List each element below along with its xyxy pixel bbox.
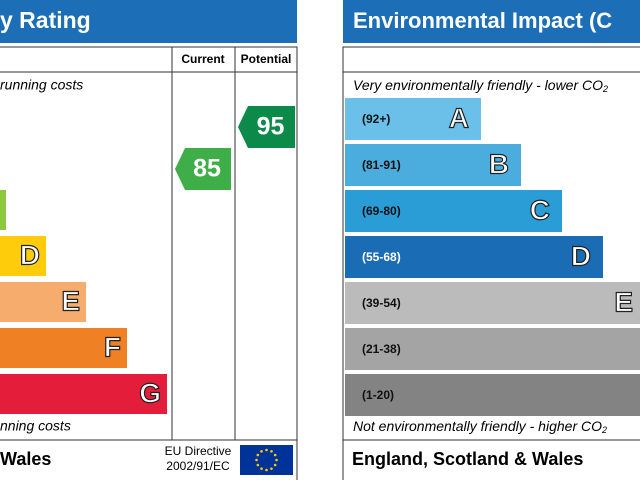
bottom-note: nning costs	[0, 418, 71, 434]
band	[345, 328, 640, 370]
left-header	[0, 0, 297, 43]
right-top-note-text: Very environmentally friendly - lower CO	[353, 77, 603, 93]
band	[0, 328, 127, 368]
eu-star	[270, 450, 273, 453]
eu-star	[260, 450, 263, 453]
band-letter: E	[61, 285, 80, 316]
band-letter: C	[530, 194, 550, 225]
potential-arrow	[238, 106, 295, 148]
band-range: (92+)	[362, 112, 390, 126]
band-letter: D	[571, 240, 591, 271]
band-range: (81-91)	[362, 158, 401, 172]
eu-star	[265, 468, 268, 472]
right-title: Environmental Impact (C	[353, 8, 612, 33]
band	[345, 236, 603, 278]
eu-star	[270, 467, 273, 470]
band-range: (21-38)	[362, 342, 401, 356]
potential-value: 95	[257, 113, 285, 141]
right-footer	[342, 439, 640, 480]
col-potential: Potential	[241, 52, 292, 66]
eu-star	[275, 458, 278, 462]
band-letter: G	[139, 377, 161, 408]
eu-star	[260, 467, 263, 470]
eu-star	[255, 458, 258, 462]
band	[345, 374, 640, 416]
eu-line2: 2002/91/EC	[166, 459, 230, 473]
current-arrow	[175, 148, 231, 190]
band-letter: F	[104, 331, 121, 362]
band-range: (39-54)	[362, 296, 401, 310]
band	[0, 374, 167, 414]
eu-star	[256, 463, 260, 467]
band	[0, 282, 86, 322]
right-header	[343, 0, 640, 43]
band-letter: E	[614, 286, 633, 317]
right-bottom-note-text: Not environmentally friendly - higher CO	[353, 418, 602, 434]
band	[345, 190, 562, 232]
left-title: y Rating	[0, 7, 91, 33]
band-range: (55-68)	[362, 250, 401, 264]
band-letter: B	[489, 148, 509, 179]
band-range: (1-20)	[362, 388, 394, 402]
band-letter: D	[20, 239, 40, 270]
left-footer	[0, 439, 298, 480]
band	[0, 236, 46, 276]
band-range: (69-80)	[362, 204, 401, 218]
band	[345, 144, 521, 186]
band-c-sliver	[0, 190, 6, 230]
right-top-note: Very environmentally friendly - lower CO…	[353, 77, 608, 95]
right-top-note-sub: 2	[602, 84, 608, 94]
eu-star	[273, 463, 277, 467]
current-value: 85	[193, 155, 221, 183]
eu-line1: EU Directive	[165, 444, 232, 458]
eu-stars	[255, 448, 278, 472]
band	[345, 98, 481, 140]
eu-star	[256, 453, 260, 457]
right-bottom-note: Not environmentally friendly - higher CO…	[353, 418, 607, 436]
eu-star	[273, 453, 277, 457]
right-footer: England, Scotland & Wales	[352, 449, 583, 469]
col-current: Current	[181, 52, 224, 66]
band-letter: A	[449, 102, 469, 133]
top-note: running costs	[0, 77, 83, 93]
left-footer: Wales	[0, 449, 51, 469]
eu-star	[265, 448, 268, 452]
right-bottom-note-sub: 2	[601, 425, 607, 435]
band	[345, 282, 640, 324]
